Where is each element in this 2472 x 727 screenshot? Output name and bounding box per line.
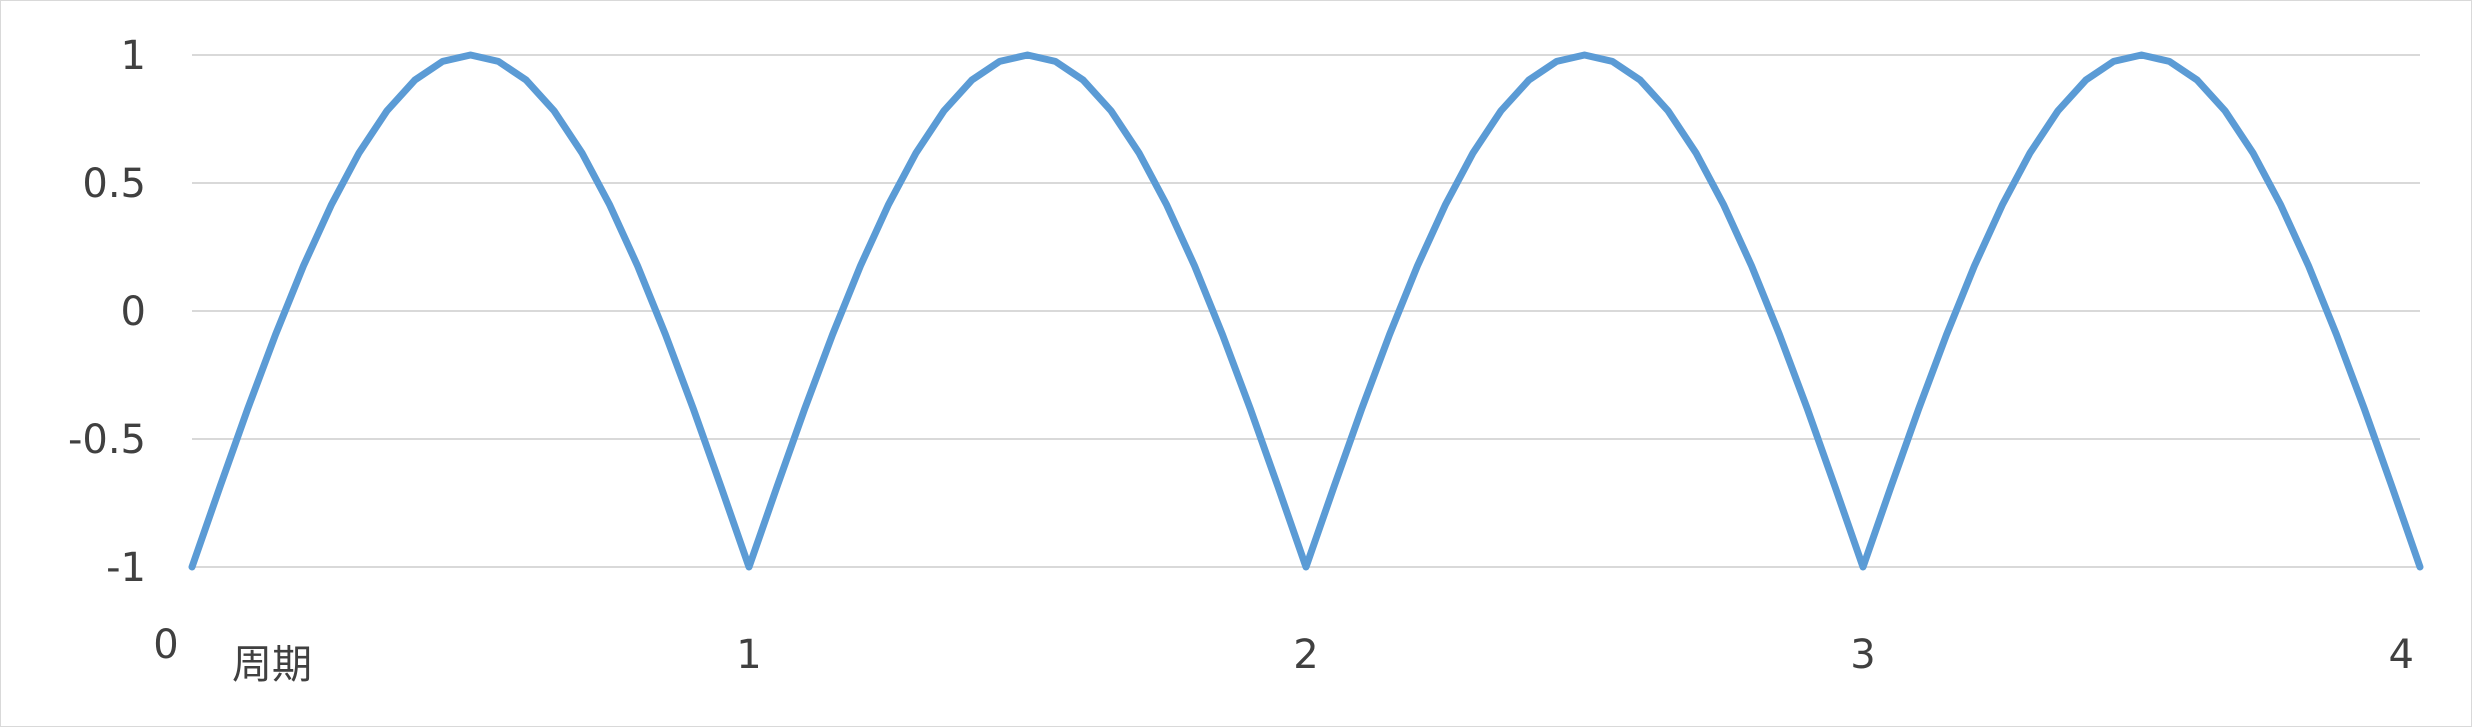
gridlines [192,54,2420,568]
x-tick-label: 3 [1850,632,1875,678]
series-line-0 [188,51,2424,571]
x-tick-label: 1 [736,632,761,678]
y-tick-label: -0.5 [68,417,146,463]
y-axis-tick-labels: 1 0.5 0 -0.5 -1 [68,33,146,591]
y-tick-label: -1 [106,545,146,591]
x-tick-label: 4 [2389,632,2414,678]
x-tick-label: 2 [1293,632,1318,678]
period-annotation: 周期 [232,642,312,688]
x-axis-tick-labels: 0 1 2 3 4 [153,622,2414,678]
series-layer [188,51,2424,571]
y-tick-label: 1 [121,33,146,79]
x-tick-label: 0 [153,622,178,668]
y-tick-label: 0 [121,289,146,335]
y-tick-label: 0.5 [82,161,146,207]
